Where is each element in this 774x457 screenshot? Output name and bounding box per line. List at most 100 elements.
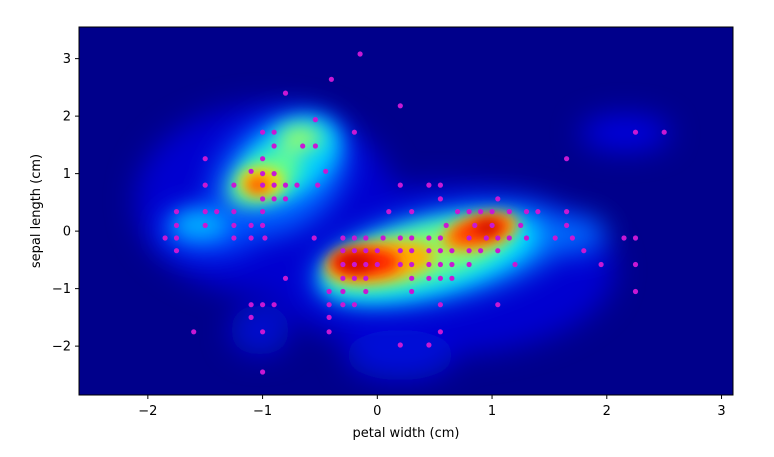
scatter-point: [495, 302, 501, 308]
scatter-point: [260, 209, 266, 215]
scatter-point: [512, 261, 518, 268]
scatter-point: [271, 196, 277, 202]
scatter-point: [478, 248, 484, 254]
scatter-point: [409, 209, 415, 215]
scatter-point: [312, 117, 318, 123]
scatter-point: [409, 261, 415, 268]
scatter-point: [437, 196, 443, 202]
scatter-point: [409, 248, 415, 254]
y-tick-label: 0: [63, 225, 71, 240]
scatter-point: [564, 156, 570, 162]
scatter-point: [231, 235, 237, 241]
scatter-point: [437, 248, 443, 254]
scatter-point: [340, 248, 346, 254]
scatter-point: [340, 302, 346, 308]
scatter-point: [363, 248, 369, 254]
scatter-point: [173, 235, 180, 241]
scatter-point: [409, 235, 415, 241]
scatter-point: [260, 222, 266, 228]
density-heatmap: [135, 105, 670, 380]
scatter-point: [282, 275, 289, 281]
scatter-point: [632, 261, 639, 268]
scatter-point: [351, 235, 357, 241]
scatter-point: [202, 182, 208, 188]
scatter-point: [552, 235, 558, 241]
scatter-point: [262, 235, 268, 241]
scatter-point: [248, 235, 254, 241]
scatter-point: [191, 329, 197, 335]
scatter-point: [409, 288, 415, 295]
scatter-point: [173, 222, 180, 228]
scatter-point: [363, 261, 369, 268]
y-tick-label: 2: [63, 110, 71, 125]
scatter-point: [426, 248, 432, 254]
scatter-point: [409, 275, 415, 281]
scatter-point: [231, 209, 237, 215]
scatter-point: [260, 182, 266, 188]
scatter-point: [294, 182, 300, 188]
scatter-point: [248, 222, 254, 228]
scatter-point: [248, 302, 254, 308]
y-tick-label: −2: [52, 340, 71, 355]
scatter-point: [231, 182, 237, 188]
scatter-point: [518, 222, 524, 228]
y-axis-ticks: −2 −1 0 1 2 3: [52, 52, 79, 355]
scatter-point: [162, 235, 168, 241]
scatter-point: [202, 209, 208, 215]
scatter-point: [489, 222, 495, 228]
scatter-point: [202, 222, 208, 228]
scatter-point: [397, 261, 403, 268]
scatter-point: [300, 143, 306, 149]
scatter-point: [282, 90, 289, 96]
scatter-point: [260, 171, 266, 177]
scatter-point: [260, 329, 266, 335]
scatter-point: [426, 182, 432, 188]
scatter-point: [340, 288, 346, 295]
scatter-point: [581, 248, 587, 254]
scatter-point: [449, 248, 455, 254]
scatter-point: [271, 302, 277, 308]
scatter-point: [397, 248, 403, 254]
scatter-point: [466, 235, 472, 241]
scatter-point: [495, 248, 501, 254]
scatter-point: [326, 329, 332, 335]
scatter-point: [363, 288, 369, 295]
scatter-point: [437, 261, 443, 268]
scatter-point: [478, 209, 484, 215]
x-tick-label: 3: [717, 404, 725, 419]
scatter-point: [397, 235, 403, 241]
x-tick-label: 0: [373, 404, 381, 419]
scatter-point: [214, 209, 220, 215]
scatter-point: [523, 235, 530, 241]
scatter-point: [202, 156, 208, 162]
scatter-points: [162, 51, 667, 375]
scatter-point: [351, 248, 357, 254]
scatter-point: [632, 129, 639, 135]
scatter-point: [449, 275, 455, 281]
scatter-point: [260, 196, 266, 202]
scatter-point: [443, 222, 449, 228]
scatter-point: [495, 196, 501, 202]
scatter-point: [311, 235, 317, 241]
scatter-point: [271, 129, 277, 135]
scatter-point: [315, 182, 321, 188]
y-tick-label: 3: [63, 52, 71, 67]
scatter-point: [466, 248, 472, 254]
scatter-point: [326, 302, 332, 308]
scatter-point: [271, 171, 277, 177]
y-tick-label: −1: [52, 282, 71, 297]
scatter-point: [357, 51, 363, 57]
scatter-point: [472, 222, 478, 228]
scatter-point: [282, 196, 289, 202]
scatter-point: [282, 182, 289, 188]
scatter-point: [437, 329, 443, 335]
scatter-point: [426, 261, 432, 268]
scatter-point: [363, 235, 369, 241]
scatter-point: [386, 209, 392, 215]
scatter-point: [661, 129, 667, 135]
scatter-point: [173, 209, 180, 215]
scatter-point: [326, 314, 332, 320]
x-tick-label: −1: [253, 404, 272, 419]
scatter-point: [248, 168, 254, 174]
